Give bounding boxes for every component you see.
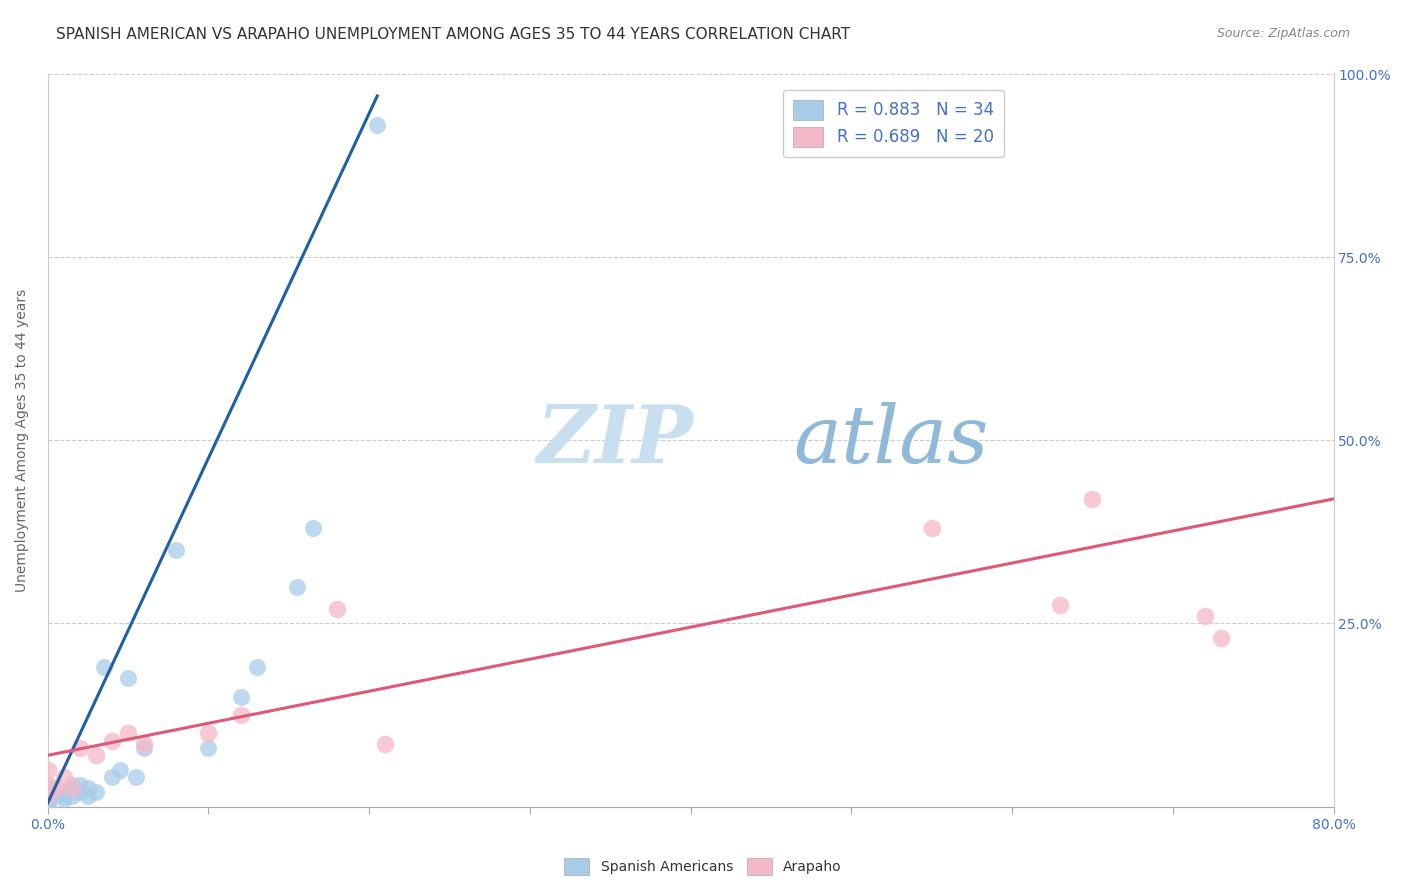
Point [302, 521, 325, 535]
Point [117, 726, 139, 740]
Text: ZIP: ZIP [536, 401, 693, 479]
Point [1209, 631, 1232, 645]
Point [69, 778, 91, 792]
Point [37, 785, 59, 799]
Point [37, 789, 59, 803]
Point [366, 118, 388, 132]
Point [108, 763, 131, 777]
Point [37, 796, 59, 810]
Point [69, 785, 91, 799]
Point [52, 770, 75, 784]
Point [52, 789, 75, 803]
Point [52, 785, 75, 799]
Point [326, 602, 349, 616]
Point [134, 741, 156, 756]
Point [197, 726, 219, 740]
Point [117, 672, 139, 686]
Point [37, 799, 59, 814]
Point [60, 781, 83, 796]
Point [374, 737, 396, 751]
Point [52, 792, 75, 806]
Point [77, 789, 100, 803]
Point [37, 778, 59, 792]
Point [93, 660, 115, 674]
Point [197, 741, 219, 756]
Point [37, 799, 59, 814]
Point [37, 796, 59, 810]
Point [37, 763, 59, 777]
Point [37, 792, 59, 806]
Point [134, 737, 156, 751]
Point [37, 789, 59, 803]
Point [60, 778, 83, 792]
Point [1194, 609, 1216, 624]
Point [84, 785, 107, 799]
Point [37, 792, 59, 806]
Point [921, 521, 943, 535]
Point [1049, 598, 1071, 612]
Point [246, 660, 269, 674]
Legend: R = 0.883   N = 34, R = 0.689   N = 20: R = 0.883 N = 34, R = 0.689 N = 20 [783, 90, 1004, 157]
Point [45, 781, 67, 796]
Point [69, 741, 91, 756]
Point [101, 770, 124, 784]
Point [84, 748, 107, 763]
Point [37, 799, 59, 814]
Point [37, 799, 59, 814]
Point [285, 580, 308, 594]
Point [165, 543, 187, 558]
Text: Source: ZipAtlas.com: Source: ZipAtlas.com [1216, 27, 1350, 40]
Point [229, 690, 252, 704]
Point [1081, 491, 1104, 506]
Y-axis label: Unemployment Among Ages 35 to 44 years: Unemployment Among Ages 35 to 44 years [15, 289, 30, 592]
Point [37, 781, 59, 796]
Point [229, 708, 252, 723]
Point [60, 789, 83, 803]
Point [77, 781, 100, 796]
Text: atlas: atlas [793, 401, 988, 479]
Point [101, 733, 124, 747]
Text: SPANISH AMERICAN VS ARAPAHO UNEMPLOYMENT AMONG AGES 35 TO 44 YEARS CORRELATION C: SPANISH AMERICAN VS ARAPAHO UNEMPLOYMENT… [56, 27, 851, 42]
Legend: Spanish Americans, Arapaho: Spanish Americans, Arapaho [560, 853, 846, 880]
Point [125, 770, 148, 784]
